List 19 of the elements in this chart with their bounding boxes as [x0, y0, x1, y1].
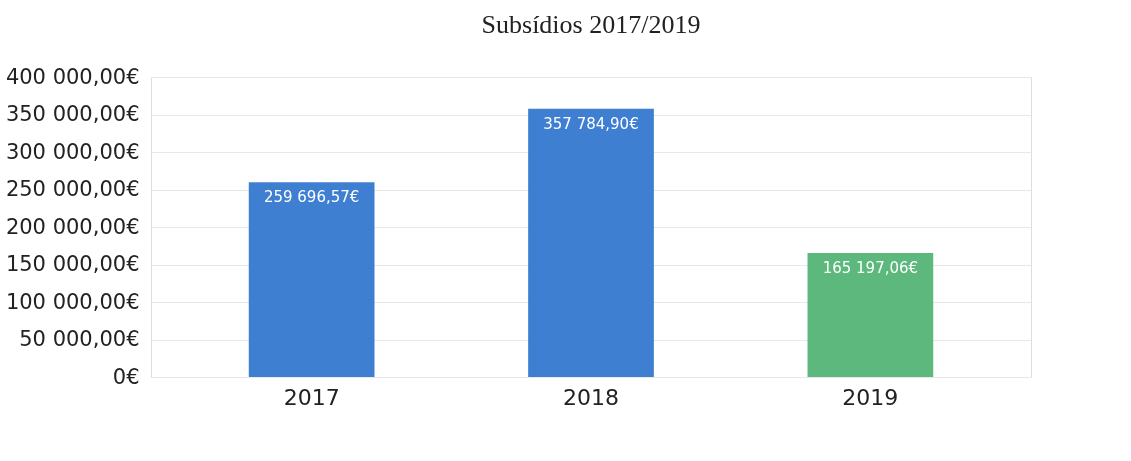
data-label: 259 696,57€ [263, 188, 360, 207]
y-tick-label: 0€ [112, 364, 140, 389]
y-tick-label: 300 000,00€ [5, 139, 140, 164]
y-tick-label: 50 000,00€ [19, 327, 140, 351]
y-tick-label: 400 000,00€ [5, 64, 140, 89]
y-tick-label: 350 000,00€ [5, 102, 140, 126]
bar [807, 253, 934, 377]
y-tick-label: 250 000,00€ [5, 177, 140, 201]
x-tick-label: 2019 [842, 384, 899, 410]
data-label: 165 197,06€ [822, 259, 919, 278]
x-tick-label: 2018 [563, 384, 619, 410]
chart-title: Subsídios 2017/2019 [481, 10, 701, 39]
data-label: 357 784,90€ [543, 114, 639, 133]
y-tick-label: 200 000,00€ [5, 214, 140, 239]
bar [248, 182, 375, 377]
x-tick-label: 2017 [283, 384, 340, 410]
y-tick-label: 150 000,00€ [5, 252, 140, 276]
bar [528, 108, 654, 377]
y-tick-label: 100 000,00€ [5, 289, 140, 314]
